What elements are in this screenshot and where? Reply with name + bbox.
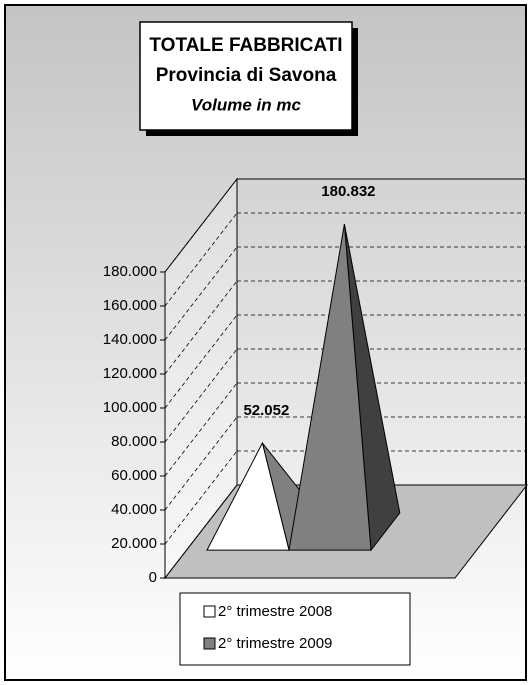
grid-line xyxy=(164,348,238,443)
grid-line xyxy=(164,450,238,545)
grid-line xyxy=(164,212,238,307)
grid-line xyxy=(164,314,238,409)
pyramid-front xyxy=(288,224,372,551)
y-tick-label: 140.000 xyxy=(103,331,157,348)
grid-line xyxy=(164,416,238,511)
y-tick-label: 20.000 xyxy=(111,535,157,552)
y-tick-label: 60.000 xyxy=(111,467,157,484)
y-tick-label: 160.000 xyxy=(103,297,157,314)
y-tick-label: 180.000 xyxy=(103,263,157,280)
legend-swatch xyxy=(203,605,216,618)
title-box xyxy=(139,21,353,131)
legend-label: 2° trimestre 2008 xyxy=(218,603,332,620)
chart-title: TOTALE FABBRICATI xyxy=(149,35,342,56)
data-label: 180.832 xyxy=(321,183,375,200)
axis-label: Volume in mc xyxy=(191,95,301,114)
data-label: 52.052 xyxy=(243,402,289,419)
legend xyxy=(179,592,411,666)
grid-line xyxy=(164,382,238,477)
legend-swatch xyxy=(203,637,216,650)
grid-line xyxy=(164,280,238,375)
y-tick-label: 100.000 xyxy=(103,399,157,416)
legend-label: 2° trimestre 2009 xyxy=(218,635,332,652)
y-tick-label: 40.000 xyxy=(111,501,157,518)
pyramid-front xyxy=(206,441,290,551)
grid-line xyxy=(164,178,238,273)
grid-line xyxy=(164,484,238,579)
y-tick-label: 0 xyxy=(149,569,157,586)
chart-subtitle: Provincia di Savona xyxy=(156,65,337,86)
grid-line xyxy=(164,246,238,341)
y-tick-label: 80.000 xyxy=(111,433,157,450)
y-tick-label: 120.000 xyxy=(103,365,157,382)
